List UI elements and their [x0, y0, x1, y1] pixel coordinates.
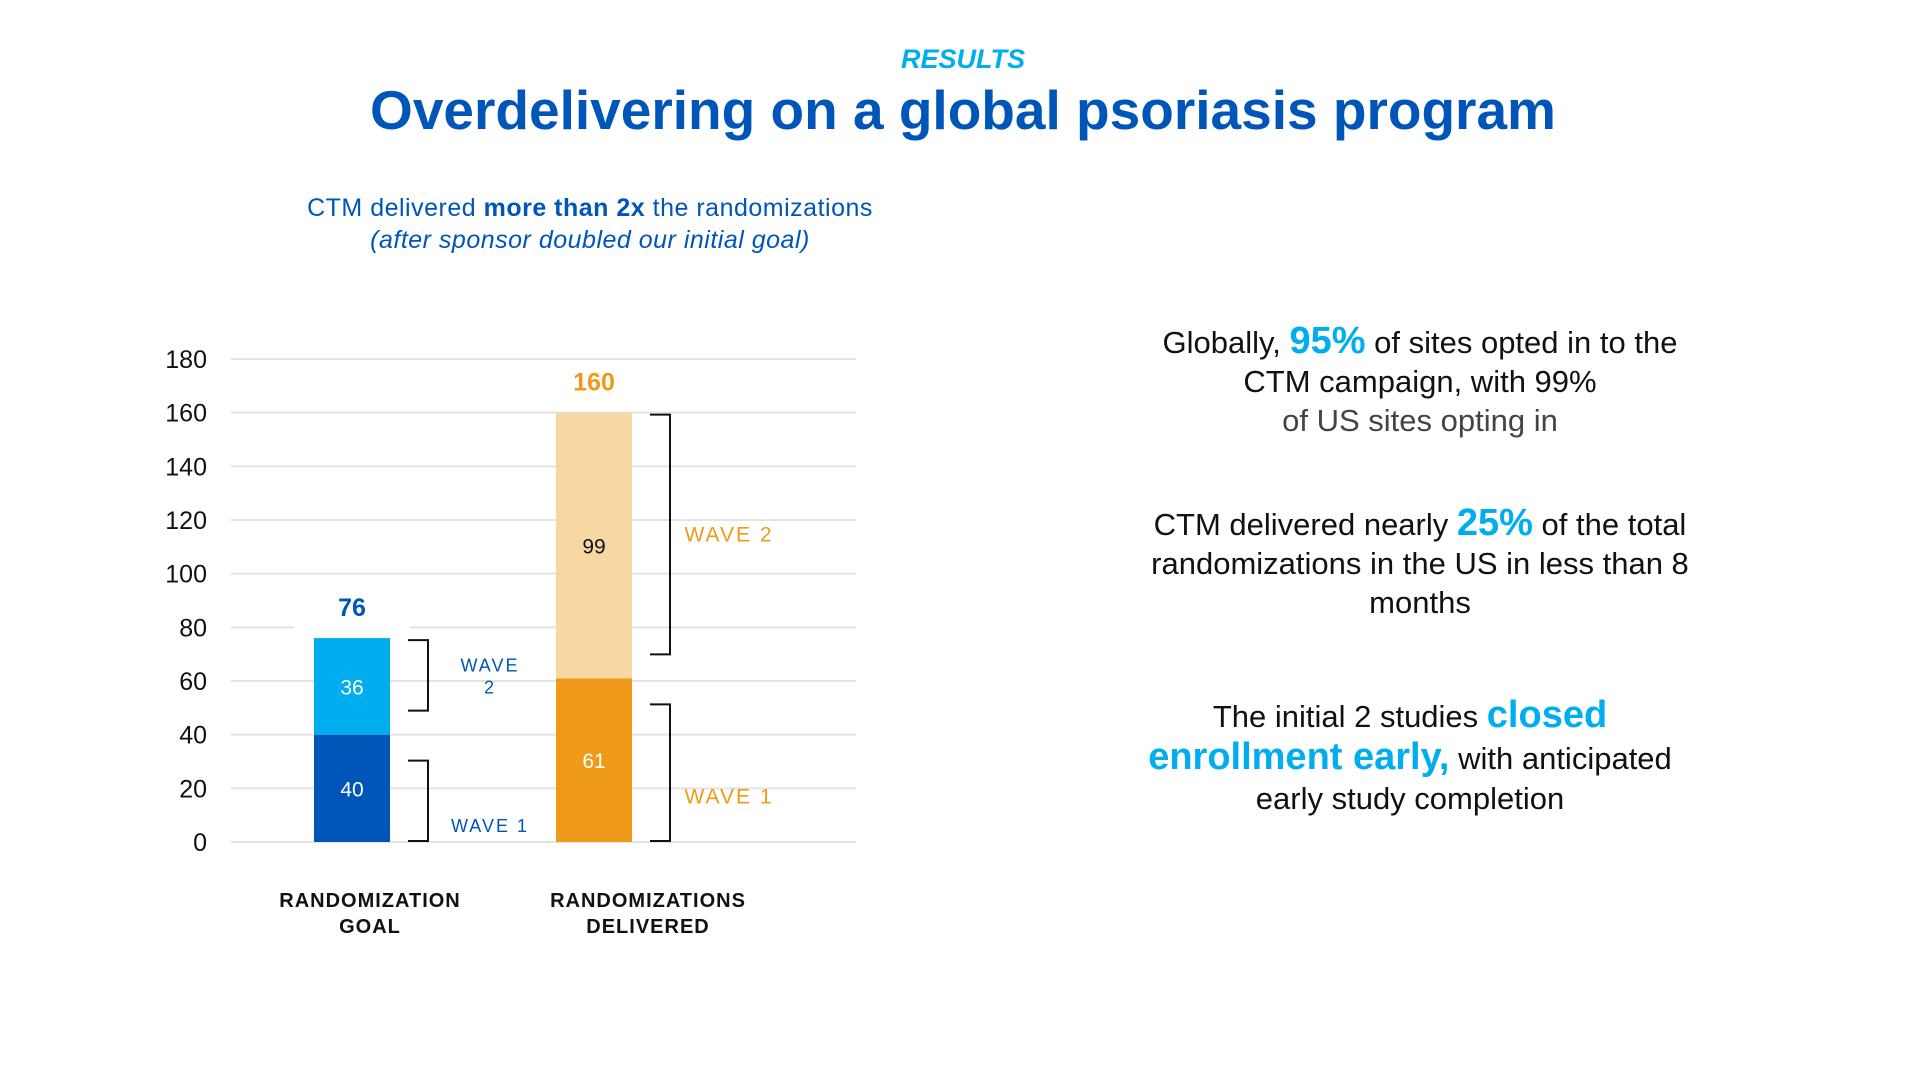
y-tick-label: 180 — [165, 346, 207, 374]
wave-label: WAVE 1 — [684, 786, 773, 809]
x-category-label: RANDOMIZATIONS — [550, 890, 746, 912]
stat-enrollment-closed: The initial 2 studies closed enrollment … — [1130, 695, 1690, 819]
stat-text: with anticipated early study completion — [1255, 741, 1672, 816]
total-label-bg — [294, 590, 410, 631]
bar-segment-wave-1 — [314, 734, 390, 842]
stat-text: of sites opted in to the CTM campaign, w… — [1243, 325, 1678, 399]
bar-segment-wave-2 — [314, 638, 390, 735]
x-category-label: RANDOMIZATION — [279, 890, 461, 912]
x-category-label: GOAL — [339, 916, 401, 938]
stat-text: of the total randomizations in the US in… — [1151, 507, 1689, 620]
data-label: 36 — [340, 676, 363, 699]
wave-bracket — [650, 413, 671, 656]
wave-label: WAVE — [460, 655, 519, 675]
y-tick-label: 40 — [179, 722, 207, 750]
stat-text: CTM delivered nearly — [1153, 507, 1457, 542]
stat-text: Globally, — [1162, 325, 1290, 360]
data-label: 99 — [582, 535, 605, 558]
wave-bracket — [408, 759, 429, 842]
y-tick-label: 120 — [165, 507, 207, 535]
total-label: 76 — [338, 594, 366, 622]
chart-subtitle: CTM delivered more than 2x the randomiza… — [240, 192, 940, 256]
section-eyebrow: RESULTS — [900, 44, 1025, 74]
stat-highlight: closed enrollment early, — [1148, 694, 1608, 778]
page-title: Overdelivering on a global psoriasis pro… — [370, 79, 1556, 141]
x-category-label: DELIVERED — [586, 916, 709, 938]
bar-segment-wave-2 — [556, 412, 632, 679]
stat-us-randomizations: CTM delivered nearly 25% of the total ra… — [1130, 504, 1710, 622]
stat-highlight: 95% — [1289, 320, 1366, 362]
y-tick-label: 160 — [165, 400, 207, 428]
wave-label: WAVE 1 — [451, 816, 529, 836]
y-tick-label: 20 — [179, 775, 207, 803]
y-tick-label: 0 — [193, 829, 207, 857]
subtitle-text: CTM delivered — [307, 194, 484, 222]
y-tick-label: 140 — [165, 453, 207, 481]
subtitle-emphasis: more than 2x — [483, 194, 646, 222]
stat-sites-opted-in: Globally, 95% of sites opted in to the C… — [1130, 322, 1710, 440]
subtitle-line-1: CTM delivered more than 2x the randomiza… — [240, 192, 940, 224]
subtitle-text: the randomizations — [645, 194, 873, 222]
data-label: 61 — [582, 750, 605, 773]
wave-bracket — [650, 703, 671, 842]
y-tick-label: 80 — [179, 614, 207, 642]
data-label: 40 — [340, 778, 363, 801]
stat-text: of US sites opting in — [1282, 403, 1558, 438]
subtitle-line-2: (after sponsor doubled our initial goal) — [370, 226, 810, 254]
y-tick-label: 60 — [179, 668, 207, 696]
total-label-bg — [536, 364, 652, 405]
y-tick-label: 100 — [165, 561, 207, 589]
stat-text: The initial 2 studies — [1212, 699, 1487, 734]
bar-segment-wave-1 — [556, 678, 632, 842]
total-label: 160 — [573, 369, 615, 397]
stat-highlight: 25% — [1456, 502, 1533, 544]
wave-bracket — [408, 639, 429, 712]
wave-label: WAVE 2 — [684, 523, 773, 546]
wave-label: 2 — [484, 677, 496, 697]
